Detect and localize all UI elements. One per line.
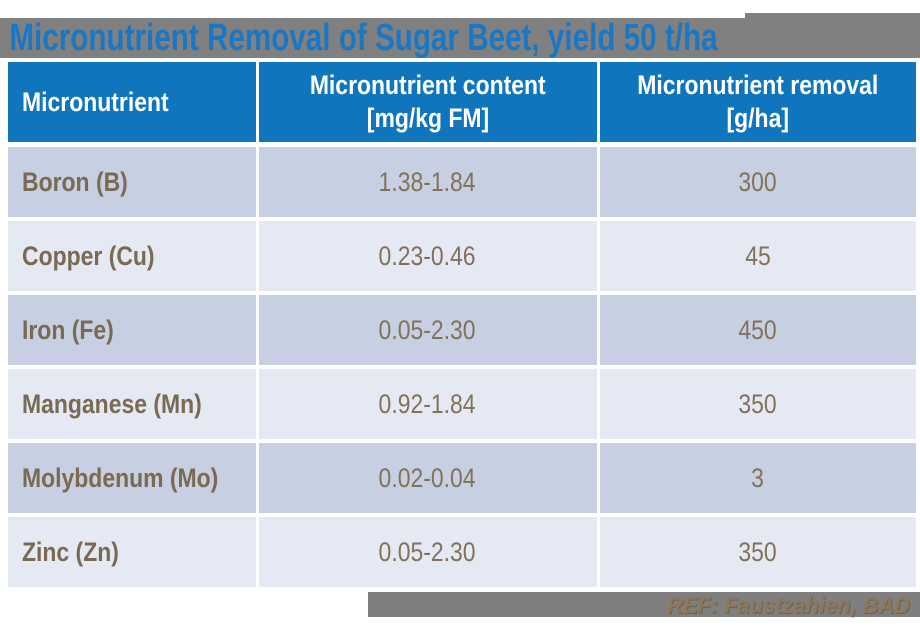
nutrient-name-cell: Manganese (Mn) [8,367,257,443]
content-value-cell: 1.38-1.84 [255,144,598,221]
column-header-label: Micronutrient content [309,70,546,100]
content-value-cell: 0.05-2.30 [255,293,598,369]
content-value-cell: 0.02-0.04 [255,441,598,517]
column-header-unit: [g/ha] [726,103,789,133]
column-header-content: Micronutrient content [mg/kg FM] [255,62,598,147]
nutrient-table-container: Micronutrient Micronutrient content [mg/… [8,62,916,587]
content-value-cell: 0.92-1.84 [255,367,598,443]
reference-text: REF: Faustzahien, BAD [667,592,911,618]
table-row-molybdenum: Molybdenum (Mo) 0.02-0.04 3 [8,441,916,517]
nutrient-name-cell: Zinc (Zn) [8,515,257,587]
nutrient-table: Micronutrient Micronutrient content [mg/… [8,62,916,587]
content-value-cell: 0.23-0.46 [255,219,598,295]
table-row-boron: Boron (B) 1.38-1.84 300 [8,144,916,221]
nutrient-name-cell: Boron (B) [8,144,257,221]
column-header-removal: Micronutrient removal [g/ha] [596,62,916,147]
column-header-micronutrient: Micronutrient [8,62,257,147]
reference-bar: REF: Faustzahien, BAD [368,592,920,618]
column-header-label: Micronutrient [22,86,169,117]
removal-value-cell: 300 [596,144,916,221]
table-row-iron: Iron (Fe) 0.05-2.30 450 [8,293,916,369]
table-row-manganese: Manganese (Mn) 0.92-1.84 350 [8,367,916,443]
content-value-cell: 0.05-2.30 [255,515,598,587]
removal-value-cell: 3 [596,441,916,517]
removal-value-cell: 45 [596,219,916,295]
table-row-copper: Copper (Cu) 0.23-0.46 45 [8,219,916,295]
removal-value-cell: 350 [596,515,916,587]
page-title: Micronutrient Removal of Sugar Beet, yie… [9,17,718,59]
title-bar-step [745,13,920,19]
column-header-label: Micronutrient removal [637,70,879,100]
nutrient-name-cell: Molybdenum (Mo) [8,441,257,517]
nutrient-name-cell: Copper (Cu) [8,219,257,295]
removal-value-cell: 450 [596,293,916,369]
nutrient-name-cell: Iron (Fe) [8,293,257,369]
column-header-unit: [mg/kg FM] [366,103,489,133]
removal-value-cell: 350 [596,367,916,443]
title-bar: Micronutrient Removal of Sugar Beet, yie… [0,17,920,59]
table-row-zinc: Zinc (Zn) 0.05-2.30 350 [8,515,916,587]
header-row: Micronutrient Micronutrient content [mg/… [8,62,916,147]
